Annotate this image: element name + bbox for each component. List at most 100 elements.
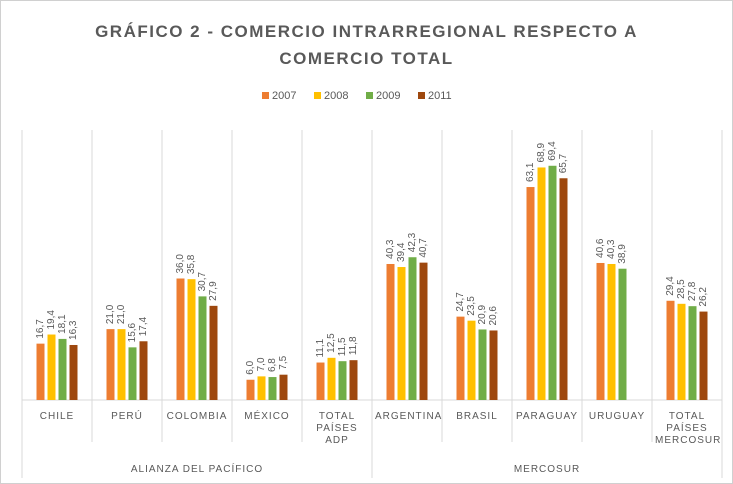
value-label: 7,5 — [278, 355, 289, 369]
value-label: 12,5 — [326, 333, 337, 353]
bar — [677, 303, 686, 400]
value-label: 20,9 — [477, 305, 488, 325]
legend-label: 2008 — [324, 90, 348, 102]
bar — [257, 376, 266, 400]
bar — [596, 262, 605, 400]
bar — [279, 374, 288, 400]
legend-label: 2011 — [428, 90, 452, 102]
bar — [47, 334, 56, 400]
bar — [699, 311, 708, 400]
value-label: 21,0 — [116, 304, 127, 324]
value-label: 21,0 — [105, 304, 116, 324]
chart-title: GRÁFICO 2 - COMERCIO INTRARREGIONAL RESP… — [95, 22, 638, 68]
bar — [58, 338, 67, 400]
bar — [688, 306, 697, 400]
group-label: MERCOSUR — [513, 464, 581, 475]
bar — [607, 263, 616, 400]
x-tick-label: URUGUAY — [588, 411, 646, 422]
value-label: 6,8 — [267, 358, 278, 372]
value-label: 30,7 — [197, 271, 208, 291]
value-label: 27,9 — [208, 281, 219, 301]
value-label: 63,1 — [525, 162, 536, 182]
bar — [176, 278, 185, 400]
bar — [268, 377, 277, 400]
value-label: 26,2 — [698, 287, 709, 307]
value-label: 24,7 — [455, 292, 466, 312]
bar — [467, 320, 476, 400]
bar — [408, 257, 417, 400]
value-label: 40,6 — [595, 238, 606, 258]
legend-swatch — [262, 92, 269, 99]
bar — [187, 279, 196, 400]
bar — [666, 300, 675, 400]
bar — [537, 167, 546, 400]
value-label: 6,0 — [245, 360, 256, 374]
bar — [489, 330, 498, 400]
x-tick-label: MÉXICO — [244, 411, 290, 422]
bar — [316, 362, 325, 400]
bar — [349, 360, 358, 400]
bar — [559, 178, 568, 400]
legend-label: 2009 — [376, 90, 400, 102]
bar — [128, 347, 137, 400]
bar — [209, 305, 218, 400]
bar — [397, 267, 406, 400]
bar — [456, 316, 465, 400]
x-tick-label: PERÚ — [111, 411, 143, 422]
x-tick-label: COLOMBIA — [166, 411, 228, 422]
group-label: ALIANZA DEL PACÍFICO — [130, 464, 264, 475]
value-label: 65,7 — [558, 153, 569, 173]
value-label: 40,7 — [418, 238, 429, 258]
x-tick-label: TOTAL PAÍSES MERCOSUR — [655, 411, 722, 446]
value-label: 27,8 — [687, 281, 698, 301]
bar — [117, 329, 126, 400]
bar — [106, 329, 115, 400]
bar — [246, 379, 255, 400]
value-label: 68,9 — [536, 143, 547, 163]
x-tick-label: CHILE — [39, 411, 75, 422]
value-label: 38,9 — [617, 244, 628, 264]
x-tick-label: PARAGUAY — [515, 411, 579, 422]
x-tick-label: BRASIL — [456, 411, 498, 422]
value-label: 15,6 — [127, 322, 138, 342]
value-label: 7,0 — [256, 357, 267, 371]
value-label: 39,4 — [396, 242, 407, 262]
value-label: 11,5 — [337, 337, 348, 356]
bar — [36, 343, 45, 400]
value-label: 17,4 — [138, 316, 149, 336]
value-label: 28,5 — [676, 279, 687, 299]
bar — [526, 187, 535, 400]
bar — [618, 268, 627, 400]
x-tick-label: TOTAL PAÍSES ADP — [316, 411, 358, 446]
bar — [478, 329, 487, 400]
bar — [69, 344, 78, 400]
value-label: 29,4 — [665, 276, 676, 296]
bar — [338, 361, 347, 400]
value-label: 35,8 — [186, 254, 197, 274]
value-label: 19,4 — [46, 310, 57, 330]
bar — [419, 262, 428, 400]
value-label: 40,3 — [385, 239, 396, 259]
value-label: 40,3 — [606, 239, 617, 259]
legend-swatch — [314, 92, 321, 99]
value-label: 16,3 — [68, 320, 79, 340]
value-label: 11,8 — [348, 336, 359, 355]
value-label: 18,1 — [57, 314, 68, 334]
bar — [386, 263, 395, 400]
value-label: 42,3 — [407, 232, 418, 252]
legend-label: 2007 — [272, 90, 296, 102]
bar — [548, 165, 557, 400]
value-label: 36,0 — [175, 254, 186, 274]
legend-swatch — [366, 92, 373, 99]
bar — [327, 357, 336, 400]
value-label: 11,1 — [315, 338, 326, 357]
x-tick-label: ARGENTINA — [375, 411, 443, 422]
value-label: 69,4 — [547, 141, 558, 161]
bar — [198, 296, 207, 400]
value-label: 23,5 — [466, 296, 477, 316]
bar — [139, 341, 148, 400]
value-label: 16,7 — [35, 319, 46, 339]
legend-swatch — [418, 92, 425, 99]
